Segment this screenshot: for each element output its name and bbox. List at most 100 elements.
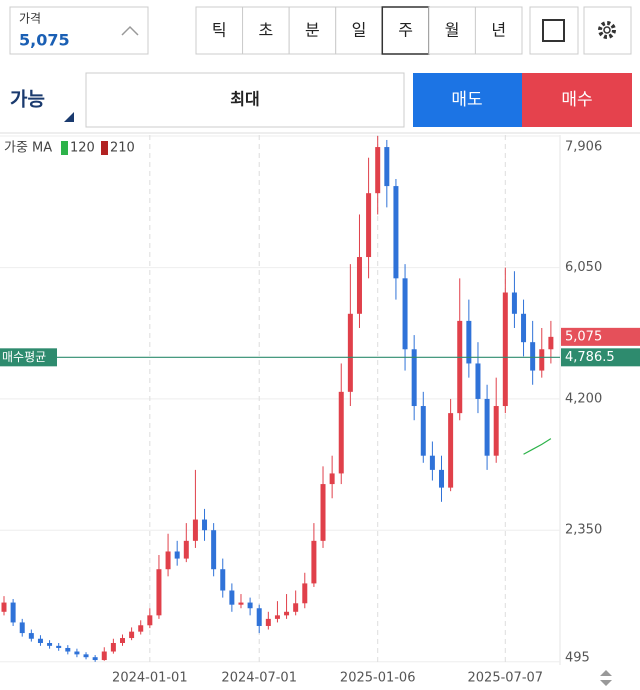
candle-body — [338, 391, 344, 474]
candle-body — [384, 147, 390, 187]
candle-body — [329, 473, 335, 485]
x-tick-label: 2024-01-01 — [112, 671, 188, 686]
candle-body — [548, 336, 554, 350]
period-tab[interactable] — [242, 6, 290, 55]
candle-body — [19, 622, 25, 634]
candle-body — [320, 484, 326, 541]
price-value: 5,075 — [19, 31, 70, 50]
avg-name: 매수평균 — [2, 350, 46, 364]
candle-body — [211, 530, 217, 570]
y-tick-label: 6,050 — [565, 260, 602, 275]
buy-label: 매수 — [561, 90, 592, 110]
candle-body — [457, 320, 463, 414]
gear-center — [603, 26, 611, 34]
candle-body — [311, 540, 317, 584]
period-tab-label: 분 — [305, 21, 320, 40]
period-tab-label: 초 — [258, 21, 273, 40]
candle-body — [420, 406, 426, 456]
candle-body — [521, 313, 527, 343]
candle-body — [247, 602, 253, 609]
avg-value-box — [561, 348, 640, 367]
candle-body — [156, 569, 162, 616]
price-box[interactable] — [9, 6, 149, 55]
candle-body — [101, 651, 107, 661]
candle-body — [138, 625, 144, 632]
gear[interactable] — [598, 21, 616, 39]
candle-body — [530, 342, 536, 371]
candle-body — [484, 398, 490, 456]
period-tab-label: 주 — [398, 21, 413, 40]
ma-label: 가중 MA — [4, 141, 52, 156]
candle-body — [147, 615, 153, 626]
candle-body — [265, 618, 271, 626]
legend-label: 120 — [70, 141, 95, 156]
checkbox[interactable] — [542, 19, 565, 42]
candle-body — [366, 193, 372, 258]
legend-swatch — [101, 141, 108, 155]
candle-body — [402, 278, 408, 350]
candle-body — [411, 349, 417, 407]
toggle-box[interactable] — [529, 6, 579, 55]
candle-body — [183, 540, 189, 559]
x-tick-label: 2025-07-07 — [468, 671, 544, 686]
candle-body — [119, 638, 125, 644]
candle-body — [302, 583, 308, 604]
candle-body — [511, 292, 517, 314]
candle-body — [10, 602, 16, 623]
candle-body — [83, 654, 89, 658]
period-tab-label: 틱 — [212, 21, 227, 40]
candle-body — [202, 519, 208, 531]
y-tick-label: 4,200 — [565, 391, 602, 406]
period-tab[interactable] — [195, 6, 244, 55]
max-label: 최대 — [230, 90, 259, 109]
candle-body — [448, 413, 454, 488]
candle-body — [92, 657, 98, 661]
settings-box[interactable] — [583, 6, 632, 55]
candle-body — [65, 647, 71, 652]
candle-body — [28, 633, 34, 639]
candle-body — [238, 602, 244, 605]
period-tab-label: 월 — [445, 21, 460, 40]
candle-body — [47, 643, 53, 646]
dropdown-arrow[interactable] — [64, 112, 74, 122]
price-label: 가격 — [19, 12, 41, 26]
available-label[interactable]: 가능 — [10, 89, 45, 111]
y-tick-label: 7,906 — [565, 140, 602, 155]
sell-button[interactable] — [413, 73, 522, 127]
candle-body — [274, 615, 280, 619]
max-box[interactable] — [85, 72, 405, 128]
candle-body — [439, 469, 445, 488]
candle-body — [502, 292, 508, 407]
candle-body — [429, 455, 435, 470]
candle-body — [393, 186, 399, 279]
y-tick-label: 2,350 — [565, 523, 602, 538]
candle-body — [475, 363, 481, 399]
x-tick-label: 2025-01-06 — [340, 671, 416, 686]
chart: 120 210 495 2,350 4,200 6,050 7,906 2024-01-01 2… — [0, 135, 640, 686]
candle-body — [1, 602, 7, 612]
x-tick-label: 2024-07-01 — [221, 671, 297, 686]
candle-body — [229, 590, 235, 605]
period-tab[interactable] — [474, 6, 523, 55]
scroll-icon[interactable] — [600, 670, 612, 686]
candle-body — [220, 569, 226, 591]
candle-body — [356, 257, 362, 314]
avg-value: 4,786.5 — [565, 350, 615, 365]
chevron[interactable] — [121, 25, 139, 36]
candle-body — [37, 638, 43, 644]
candle-body — [493, 406, 499, 456]
candle-body — [293, 603, 299, 612]
candle-body — [256, 608, 262, 626]
avg-name-box — [0, 348, 57, 367]
last-price: 5,075 — [565, 329, 602, 344]
candle-body — [110, 643, 116, 652]
candle-body — [466, 320, 472, 364]
period-tab-label: 년 — [491, 21, 506, 40]
legend-label: 210 — [110, 141, 135, 156]
buy-button[interactable] — [522, 73, 632, 127]
candle-body — [192, 519, 198, 541]
candle-body — [347, 313, 353, 392]
period-tab-label: 일 — [352, 21, 367, 40]
